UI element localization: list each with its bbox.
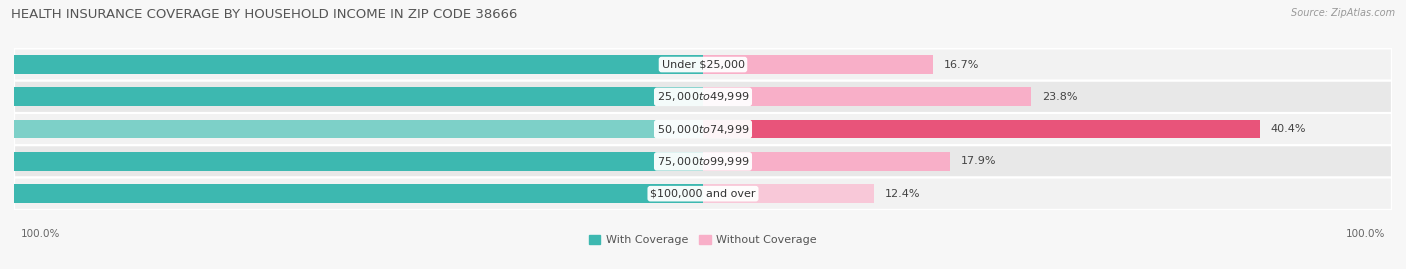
Bar [0,120,703,139]
Text: 23.8%: 23.8% [1042,92,1077,102]
FancyBboxPatch shape [14,48,1392,81]
Text: $75,000 to $99,999: $75,000 to $99,999 [657,155,749,168]
Text: Under $25,000: Under $25,000 [661,59,745,70]
Text: 100.0%: 100.0% [21,229,60,239]
Text: 100.0%: 100.0% [1346,229,1385,239]
Text: 16.7%: 16.7% [945,59,980,70]
FancyBboxPatch shape [14,145,1392,178]
Text: 40.4%: 40.4% [1271,124,1306,134]
Bar [0,55,703,74]
Text: 17.9%: 17.9% [960,156,997,167]
Bar [703,184,875,203]
FancyBboxPatch shape [14,113,1392,145]
Bar [0,152,703,171]
Bar [0,184,703,203]
Text: $50,000 to $74,999: $50,000 to $74,999 [657,123,749,136]
Text: $25,000 to $49,999: $25,000 to $49,999 [657,90,749,103]
Legend: With Coverage, Without Coverage: With Coverage, Without Coverage [585,230,821,249]
Bar [703,55,934,74]
FancyBboxPatch shape [14,178,1392,210]
Text: HEALTH INSURANCE COVERAGE BY HOUSEHOLD INCOME IN ZIP CODE 38666: HEALTH INSURANCE COVERAGE BY HOUSEHOLD I… [11,8,517,21]
Bar [703,87,1031,106]
FancyBboxPatch shape [14,81,1392,113]
Bar [703,152,949,171]
Bar [0,87,703,106]
Text: 12.4%: 12.4% [884,189,921,199]
Text: Source: ZipAtlas.com: Source: ZipAtlas.com [1291,8,1395,18]
Text: $100,000 and over: $100,000 and over [650,189,756,199]
Bar [703,120,1260,139]
